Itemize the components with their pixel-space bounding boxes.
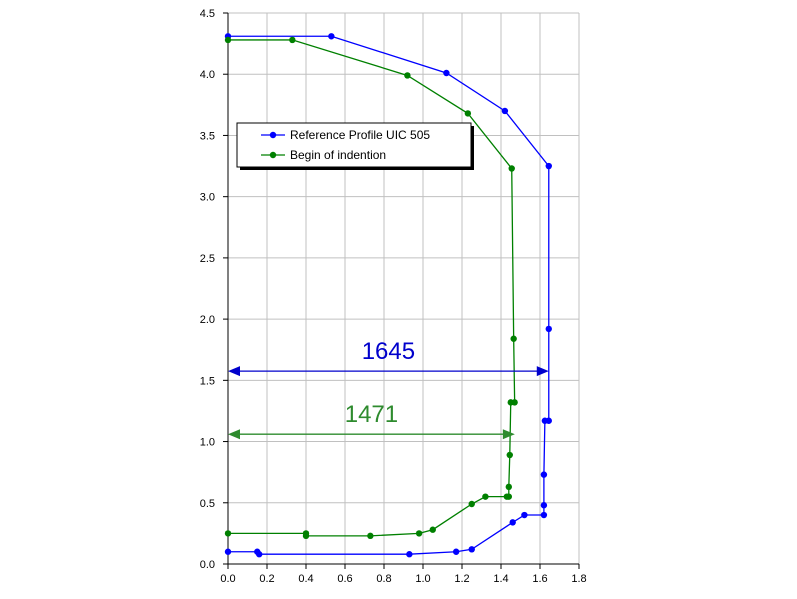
legend: Reference Profile UIC 505 Begin of indent… xyxy=(236,122,474,170)
data-point xyxy=(508,165,515,172)
data-point xyxy=(509,519,516,526)
legend-label: Reference Profile UIC 505 xyxy=(290,128,430,142)
data-point xyxy=(406,551,413,558)
data-point xyxy=(367,532,374,540)
data-point xyxy=(501,107,509,115)
y-tick-label: 4.5 xyxy=(200,8,215,20)
x-tick-label: 0.8 xyxy=(376,573,391,585)
x-tick-label: 1.8 xyxy=(571,573,586,585)
legend-entry: Begin of indention xyxy=(261,148,386,162)
tick-labels: 0.0 0.2 0.4 0.6 0.8 1.0 1.2 1.4 1.6 1.8 0.0 0.5 1.0 1… xyxy=(200,8,587,585)
data-point xyxy=(415,530,423,537)
series xyxy=(224,33,552,558)
dimension-1471: 1471 xyxy=(228,401,515,440)
arrow-left-icon xyxy=(228,366,240,377)
data-point xyxy=(510,335,517,342)
y-tick-label: 3.5 xyxy=(200,130,215,142)
data-point xyxy=(404,72,411,79)
y-tick-label: 2.5 xyxy=(200,253,215,265)
axes xyxy=(223,12,580,569)
data-point xyxy=(521,511,528,519)
series-line xyxy=(228,39,516,537)
y-tick-label: 0.0 xyxy=(200,559,215,571)
data-point xyxy=(545,325,552,333)
legend-label: Begin of indention xyxy=(290,148,386,162)
x-tick-label: 1.6 xyxy=(532,573,547,585)
arrow-right-icon xyxy=(502,429,515,440)
dimension-label: 1645 xyxy=(362,338,415,365)
x-tick-label: 1.4 xyxy=(493,573,508,585)
y-tick-label: 4.0 xyxy=(200,69,215,81)
legend-marker xyxy=(269,131,277,139)
grid xyxy=(227,12,580,565)
x-tick-label: 0.2 xyxy=(259,573,274,585)
data-point xyxy=(545,162,552,170)
data-point xyxy=(302,530,310,537)
series-begin-of-indention xyxy=(224,36,518,540)
series-reference-profile xyxy=(224,33,552,558)
data-point xyxy=(541,417,549,424)
y-tick-label: 2.0 xyxy=(200,314,215,326)
data-point xyxy=(224,36,232,44)
dimension-annotations: 1645 1471 xyxy=(228,338,549,440)
arrow-right-icon xyxy=(536,366,549,377)
data-point xyxy=(540,511,548,519)
y-tick-label: 1.5 xyxy=(200,375,215,387)
data-point xyxy=(224,530,232,537)
dimension-label: 1471 xyxy=(345,401,398,428)
x-tick-label: 1.2 xyxy=(454,573,469,585)
legend-entry: Reference Profile UIC 505 xyxy=(261,128,430,142)
y-tick-label: 3.0 xyxy=(200,192,215,204)
data-point xyxy=(540,471,548,478)
y-tick-label: 1.0 xyxy=(200,437,215,449)
dimension-1645: 1645 xyxy=(228,338,549,377)
x-tick-label: 0.6 xyxy=(337,573,352,585)
data-point xyxy=(540,502,548,509)
x-tick-label: 0.0 xyxy=(220,573,235,585)
data-point xyxy=(328,33,335,40)
data-point xyxy=(443,69,450,77)
legend-box xyxy=(236,122,472,168)
data-point xyxy=(468,546,475,553)
x-tick-label: 0.4 xyxy=(298,573,313,585)
data-point xyxy=(464,110,472,117)
data-point xyxy=(224,548,232,555)
data-point xyxy=(289,36,296,44)
arrow-left-icon xyxy=(228,429,240,440)
data-point xyxy=(429,526,436,533)
data-point xyxy=(506,451,513,459)
data-point xyxy=(505,483,512,491)
data-point xyxy=(503,493,511,500)
y-tick-label: 0.5 xyxy=(200,498,215,510)
data-point xyxy=(507,399,514,406)
data-point xyxy=(482,493,489,500)
x-tick-label: 1.0 xyxy=(415,573,430,585)
data-point xyxy=(452,548,460,555)
data-point xyxy=(468,500,475,508)
data-point xyxy=(254,548,261,555)
legend-marker xyxy=(269,151,277,159)
